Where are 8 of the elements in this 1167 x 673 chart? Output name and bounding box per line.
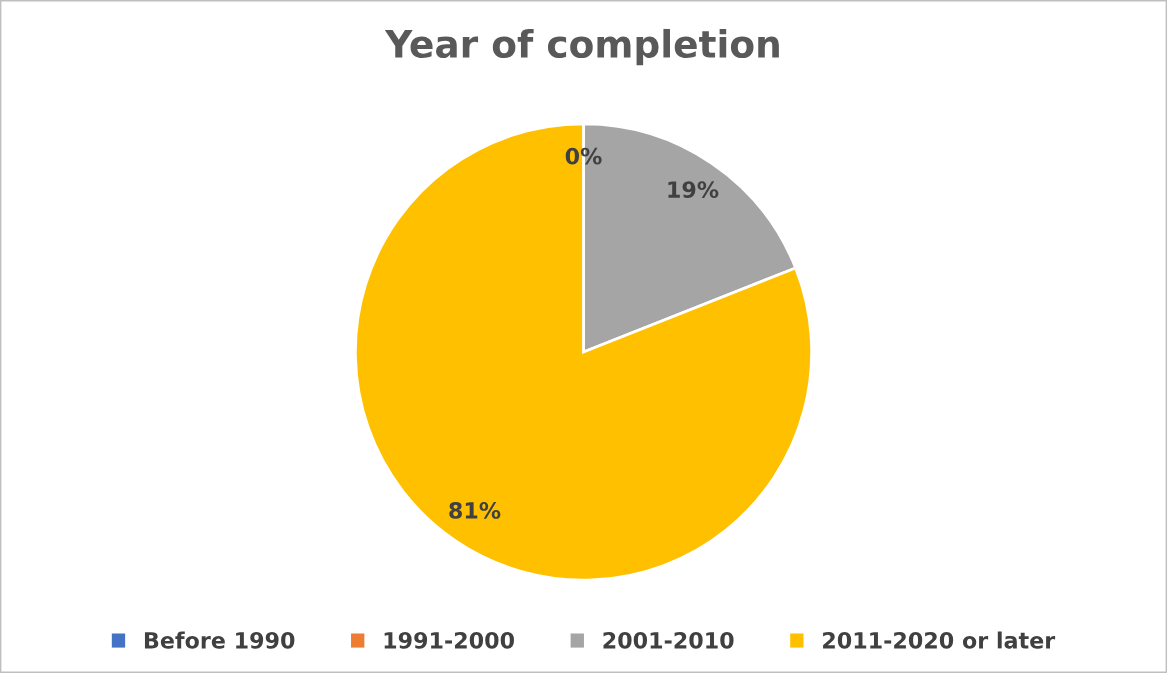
data-label: 19% xyxy=(668,181,719,199)
legend-label: Before 1990 xyxy=(144,631,295,649)
legend-label: 2001-2010 xyxy=(603,631,734,649)
legend-label: 1991-2000 xyxy=(384,631,514,649)
pie-slice xyxy=(353,122,814,582)
legend-label: 2011-2020 or later xyxy=(823,631,1056,649)
data-label: 81% xyxy=(449,502,501,519)
chart-title: Year of completion xyxy=(384,28,779,66)
